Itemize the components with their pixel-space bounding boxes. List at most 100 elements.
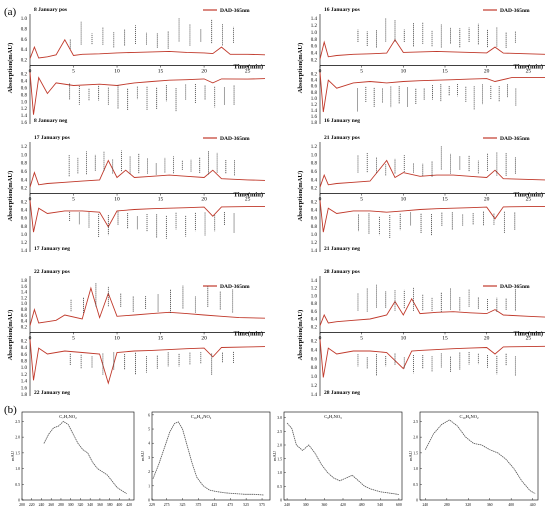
uv-y-tick-label: 1 (148, 484, 150, 488)
uv-y-label: mAU (272, 450, 277, 461)
uv-y-tick-label: 6 (148, 413, 150, 417)
y-tick-label: 0.4 (21, 320, 28, 325)
y-tick-label: 1.4 (21, 291, 28, 296)
uv-x-tick-label: 360 (487, 503, 493, 507)
uv-y-tick-label: 0 (148, 499, 150, 503)
y-tick-label: 1.4 (311, 279, 318, 284)
y-tick-label: 1.0 (21, 233, 28, 238)
x-tick-label: 15 (442, 335, 448, 341)
y-tick-label: 0.8 (21, 360, 28, 365)
uv-x-tick-label: 400 (508, 503, 514, 507)
x-tick-label: 25 (526, 69, 532, 75)
y-tick-label: 0.4 (21, 48, 28, 53)
y-tick-label: 0.2 (21, 187, 28, 192)
x-tick-label: 0 (319, 197, 322, 203)
x-tick-label: 20 (484, 335, 490, 341)
x-tick-label: 0 (319, 335, 322, 341)
uv-y-label: mAU (140, 450, 145, 461)
y-tick-label: 0.6 (311, 217, 318, 222)
uv-y-tick-label: 0 (280, 499, 282, 503)
x-axis-label: Time(min) (514, 330, 544, 337)
x-tick-label: 5 (360, 335, 363, 341)
uv-y-tick-label: 0.5 (15, 483, 20, 487)
legend-label: DAD-365nm (500, 284, 530, 290)
x-tick-label: 20 (201, 69, 207, 75)
panel-title-pos: 21 January pos (324, 135, 360, 141)
neg-trace-line (29, 200, 266, 233)
x-tick-label: 10 (401, 197, 407, 203)
pos-trace-line (29, 38, 266, 59)
uv-y-tick-label: 1.0 (15, 467, 20, 471)
y-tick-label: 0.2 (21, 73, 28, 78)
uv-x-tick-label: 340 (87, 503, 93, 507)
uv-x-tick-label: 240 (284, 503, 290, 507)
uv-x-tick-label: 540 (377, 503, 383, 507)
y-tick-label: 0.6 (21, 217, 28, 222)
y-tick-label: 0.6 (21, 86, 28, 91)
y-axis-label: Absorption(mAU) (297, 43, 304, 94)
x-tick-label: 20 (201, 197, 207, 203)
y-tick-label: 0.4 (311, 178, 318, 183)
x-tick-label: 25 (526, 197, 532, 203)
uv-y-tick-label: 2.0 (277, 444, 282, 448)
uv-title: C₈H₇NO₃ (324, 414, 342, 419)
uv-y-tick-label: 2.5 (413, 420, 418, 424)
x-tick-label: 0 (29, 69, 32, 75)
y-tick-label: 0.8 (21, 225, 28, 230)
y-tick-label: 1.4 (311, 393, 318, 398)
y-tick-label: 0.2 (311, 59, 318, 64)
x-tick-label: 0 (29, 197, 32, 203)
y-tick-label: 1.0 (21, 100, 28, 105)
panel-title-neg: 22 January neg (34, 390, 70, 396)
uv-x-tick-label: 425 (211, 503, 217, 507)
uv-x-tick-label: 475 (227, 503, 233, 507)
uv-y-tick-label: 2.0 (413, 436, 418, 440)
uv-spectrum-line (425, 419, 536, 495)
uv-spectrum-line (43, 420, 127, 495)
legend-label: DAD-365nm (220, 8, 250, 14)
y-tick-label: 1.0 (311, 97, 318, 102)
y-tick-label: 0.6 (311, 357, 318, 362)
y-tick-label: 0.8 (21, 27, 28, 32)
y-tick-label: 0.6 (21, 314, 28, 319)
x-axis-label: Time(min) (234, 330, 264, 337)
y-tick-label: 0.4 (21, 80, 28, 85)
x-tick-label: 10 (114, 69, 120, 75)
uv-y-tick-label: 1.5 (277, 457, 282, 461)
uv-x-tick-label: 280 (58, 503, 64, 507)
y-tick-label: 0.4 (311, 318, 318, 323)
legend-label: DAD-365nm (500, 136, 530, 142)
y-tick-label: 0.2 (21, 325, 28, 330)
uv-x-tick-label: 575 (259, 503, 265, 507)
y-tick-label: 0.4 (311, 52, 318, 57)
uv-x-tick-label: 325 (180, 503, 186, 507)
uv-y-tick-label: 2.0 (15, 436, 20, 440)
y-tick-label: 0.4 (21, 209, 28, 214)
y-tick-label: 0.8 (311, 91, 318, 96)
y-tick-label: 1.0 (311, 294, 318, 299)
uv-x-tick-label: 300 (303, 503, 309, 507)
y-tick-label: 1.0 (21, 302, 28, 307)
uv-plot-frame (283, 411, 403, 501)
y-tick-label: 1.2 (21, 107, 28, 112)
uv-y-tick-label: 0 (18, 499, 20, 503)
y-tick-label: 1.4 (311, 109, 318, 114)
x-tick-label: 20 (484, 197, 490, 203)
panel-title-pos: 22 January pos (34, 269, 70, 275)
x-tick-label: 15 (158, 197, 164, 203)
y-tick-label: 1.2 (311, 384, 318, 389)
neg-trace-line (29, 72, 266, 115)
panel-title-pos: 16 January pos (324, 7, 360, 13)
panel-a-label: (a) (4, 6, 17, 18)
y-axis-label: Absorption(mAU) (297, 310, 304, 361)
y-tick-label: 1.8 (21, 279, 28, 284)
y-axis-label: Absorption(mAU) (7, 171, 14, 222)
y-tick-label: 0.4 (21, 178, 28, 183)
x-axis-label: Time(min) (514, 64, 544, 71)
panel-title-neg: 8 January neg (34, 118, 68, 124)
y-tick-label: 0.8 (311, 302, 318, 307)
uv-x-tick-label: 420 (340, 503, 346, 507)
neg-trace-line (29, 339, 266, 385)
x-axis-label: Time(min) (234, 192, 264, 199)
